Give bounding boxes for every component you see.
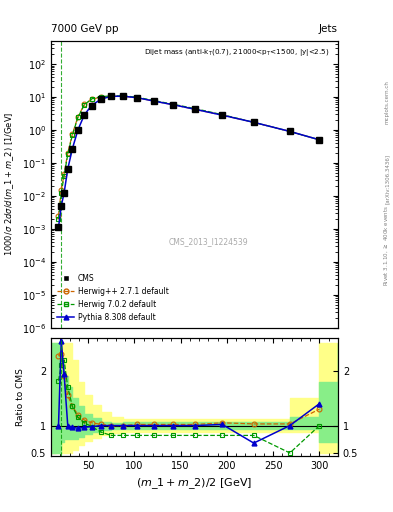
Text: Jets: Jets: [319, 24, 338, 34]
Text: CMS_2013_I1224539: CMS_2013_I1224539: [169, 237, 249, 246]
Text: Rivet 3.1.10, $\geq$ 400k events: Rivet 3.1.10, $\geq$ 400k events: [382, 205, 390, 286]
Text: 7000 GeV pp: 7000 GeV pp: [51, 24, 119, 34]
Y-axis label: $1000/\sigma$ $2d\sigma/d(m\_1 + m\_2)$ [1/GeV]: $1000/\sigma$ $2d\sigma/d(m\_1 + m\_2)$ …: [4, 112, 17, 257]
Text: [arXiv:1306.3436]: [arXiv:1306.3436]: [385, 154, 390, 204]
Y-axis label: Ratio to CMS: Ratio to CMS: [16, 368, 25, 426]
Text: mcplots.cern.ch: mcplots.cern.ch: [385, 80, 390, 124]
X-axis label: $(m\_1 + m\_2) / 2$ [GeV]: $(m\_1 + m\_2) / 2$ [GeV]: [136, 476, 253, 491]
Text: Dijet mass (anti-k$_\mathrm{T}$(0.7), 21000<p$_\mathrm{T}$<1500, |y|<2.5): Dijet mass (anti-k$_\mathrm{T}$(0.7), 21…: [144, 47, 329, 58]
Legend: CMS, Herwig++ 2.7.1 default, Herwig 7.0.2 default, Pythia 8.308 default: CMS, Herwig++ 2.7.1 default, Herwig 7.0.…: [55, 272, 171, 324]
